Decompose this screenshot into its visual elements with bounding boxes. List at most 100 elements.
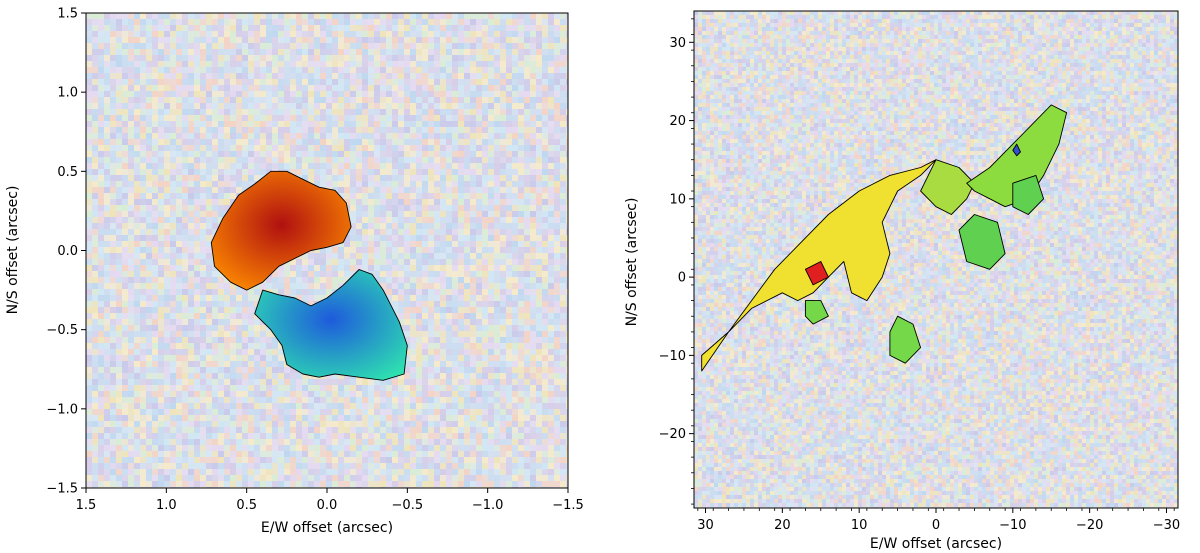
noise-pixel bbox=[518, 325, 524, 331]
noise-pixel bbox=[194, 205, 200, 211]
noise-pixel bbox=[362, 49, 368, 55]
noise-pixel bbox=[278, 91, 284, 97]
noise-pixel bbox=[320, 85, 326, 91]
noise-pixel bbox=[434, 361, 440, 367]
noise-pixel bbox=[302, 169, 308, 175]
noise-pixel bbox=[236, 187, 242, 193]
noise-pixel bbox=[230, 13, 236, 19]
noise-pixel bbox=[194, 331, 200, 337]
noise-pixel bbox=[248, 85, 254, 91]
noise-pixel bbox=[416, 247, 422, 253]
noise-pixel bbox=[482, 109, 488, 115]
noise-pixel bbox=[422, 289, 428, 295]
noise-pixel bbox=[134, 19, 140, 25]
noise-pixel bbox=[548, 67, 554, 73]
noise-pixel bbox=[440, 289, 446, 295]
noise-pixel bbox=[422, 349, 428, 355]
noise-pixel bbox=[98, 241, 104, 247]
noise-pixel bbox=[176, 139, 182, 145]
noise-pixel bbox=[206, 151, 212, 157]
noise-pixel bbox=[92, 115, 98, 121]
noise-pixel bbox=[188, 49, 194, 55]
noise-pixel bbox=[164, 79, 170, 85]
noise-pixel bbox=[188, 361, 194, 367]
noise-pixel bbox=[146, 103, 152, 109]
noise-pixel bbox=[110, 157, 116, 163]
noise-pixel bbox=[428, 349, 434, 355]
noise-pixel bbox=[212, 49, 218, 55]
noise-pixel bbox=[452, 319, 458, 325]
noise-pixel bbox=[380, 199, 386, 205]
noise-pixel bbox=[566, 133, 568, 139]
noise-pixel bbox=[200, 283, 206, 289]
noise-pixel bbox=[290, 283, 296, 289]
noise-pixel bbox=[212, 193, 218, 199]
noise-pixel bbox=[554, 301, 560, 307]
noise-pixel bbox=[104, 265, 110, 271]
noise-pixel bbox=[464, 151, 470, 157]
noise-pixel bbox=[164, 349, 170, 355]
noise-pixel bbox=[200, 25, 206, 31]
noise-pixel bbox=[422, 265, 428, 271]
noise-pixel bbox=[182, 79, 188, 85]
noise-pixel bbox=[272, 157, 278, 163]
noise-pixel bbox=[554, 79, 560, 85]
noise-pixel bbox=[344, 19, 350, 25]
noise-pixel bbox=[182, 163, 188, 169]
noise-pixel bbox=[152, 307, 158, 313]
noise-pixel bbox=[404, 199, 410, 205]
noise-pixel bbox=[146, 289, 152, 295]
noise-pixel bbox=[260, 55, 266, 61]
noise-pixel bbox=[398, 187, 404, 193]
noise-pixel bbox=[422, 247, 428, 253]
noise-pixel bbox=[524, 337, 530, 343]
noise-pixel bbox=[266, 361, 272, 367]
noise-pixel bbox=[182, 313, 188, 319]
noise-pixel bbox=[110, 193, 116, 199]
noise-pixel bbox=[338, 241, 344, 247]
noise-pixel bbox=[554, 283, 560, 289]
noise-pixel bbox=[566, 205, 568, 211]
noise-pixel bbox=[566, 223, 568, 229]
noise-pixel bbox=[410, 139, 416, 145]
noise-pixel bbox=[290, 259, 296, 265]
noise-pixel bbox=[566, 367, 568, 373]
noise-pixel bbox=[242, 133, 248, 139]
noise-pixel bbox=[212, 121, 218, 127]
noise-pixel bbox=[140, 307, 146, 313]
noise-pixel bbox=[518, 337, 524, 343]
noise-pixel bbox=[530, 205, 536, 211]
noise-pixel bbox=[182, 319, 188, 325]
noise-pixel bbox=[434, 133, 440, 139]
noise-pixel bbox=[518, 25, 524, 31]
noise-pixel bbox=[182, 235, 188, 241]
noise-pixel bbox=[488, 205, 494, 211]
noise-pixel bbox=[92, 223, 98, 229]
noise-pixel bbox=[386, 43, 392, 49]
noise-pixel bbox=[518, 247, 524, 253]
noise-pixel bbox=[212, 79, 218, 85]
noise-pixel bbox=[548, 265, 554, 271]
noise-pixel bbox=[128, 73, 134, 79]
noise-pixel bbox=[488, 31, 494, 37]
noise-pixel bbox=[356, 103, 362, 109]
noise-pixel bbox=[566, 109, 568, 115]
noise-pixel bbox=[422, 115, 428, 121]
noise-pixel bbox=[416, 235, 422, 241]
noise-pixel bbox=[500, 19, 506, 25]
noise-pixel bbox=[362, 19, 368, 25]
noise-pixel bbox=[434, 265, 440, 271]
noise-pixel bbox=[140, 217, 146, 223]
noise-pixel bbox=[380, 25, 386, 31]
noise-pixel bbox=[548, 361, 554, 367]
noise-pixel bbox=[170, 331, 176, 337]
noise-pixel bbox=[116, 337, 122, 343]
noise-pixel bbox=[410, 343, 416, 349]
noise-pixel bbox=[212, 97, 218, 103]
noise-pixel bbox=[320, 31, 326, 37]
noise-pixel bbox=[116, 157, 122, 163]
noise-pixel bbox=[152, 103, 158, 109]
noise-pixel bbox=[542, 319, 548, 325]
noise-pixel bbox=[488, 61, 494, 67]
noise-pixel bbox=[386, 151, 392, 157]
